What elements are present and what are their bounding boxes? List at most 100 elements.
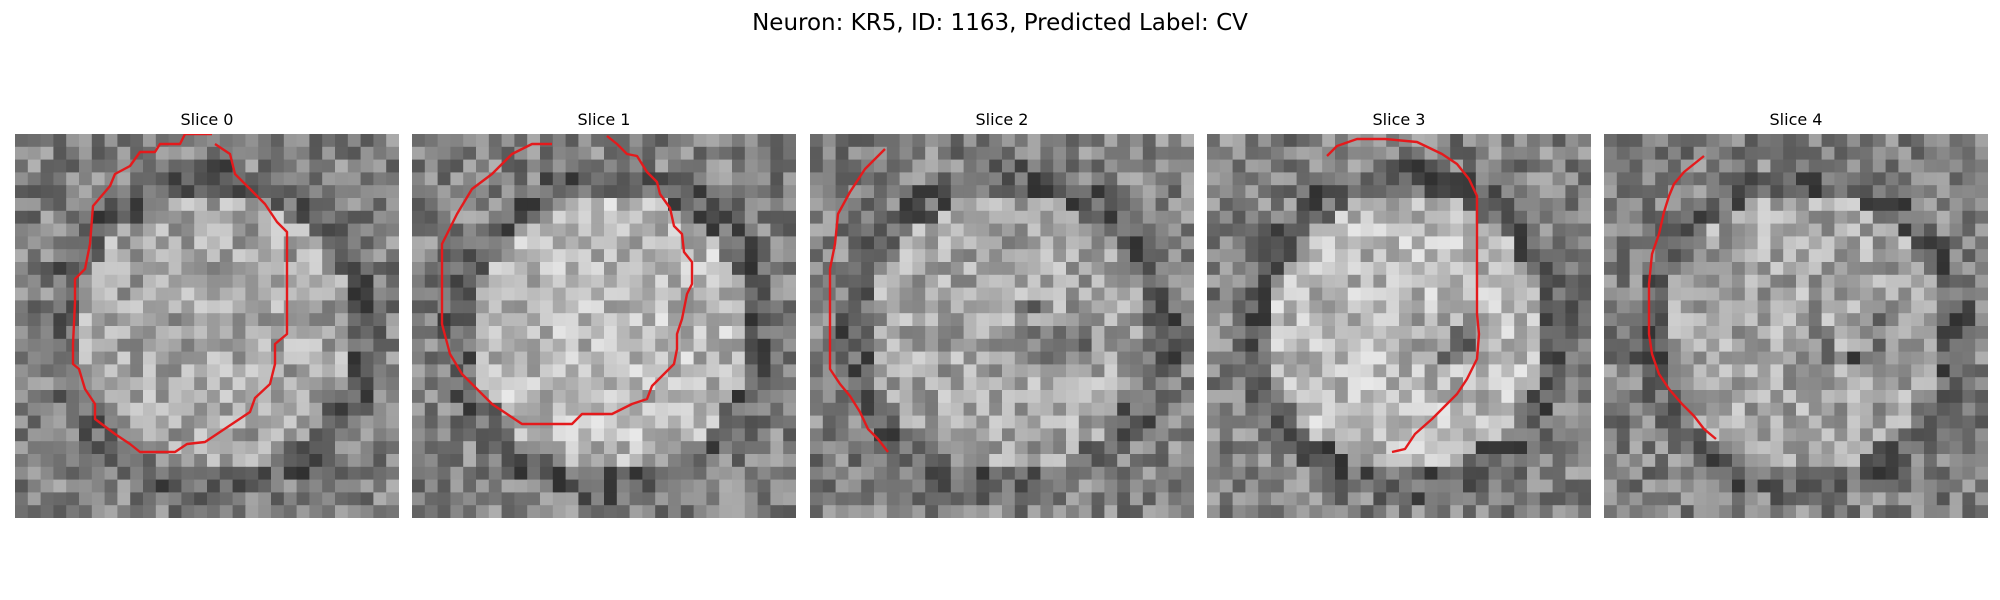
- pixel-cell: [1949, 338, 1963, 353]
- pixel-cell: [424, 185, 439, 199]
- pixel-cell: [194, 441, 208, 455]
- pixel-cell: [373, 159, 387, 173]
- pixel-cell: [1437, 364, 1451, 378]
- pixel-cell: [540, 402, 554, 417]
- pixel-cell: [514, 492, 528, 506]
- pixel-cell: [1399, 198, 1413, 212]
- slice-image: [810, 134, 1194, 518]
- pixel-cell: [1309, 402, 1323, 417]
- pixel-cell: [706, 390, 720, 404]
- pixel-cell: [591, 198, 605, 212]
- pixel-cell: [552, 428, 567, 442]
- pixel-cell: [1411, 505, 1426, 518]
- pixel-cell: [655, 428, 669, 442]
- pixel-cell: [130, 262, 144, 276]
- pixel-cell: [1885, 198, 1899, 212]
- pixel-cell: [1706, 287, 1720, 301]
- pixel-cell: [296, 351, 310, 365]
- pixel-cell: [1014, 172, 1029, 186]
- pixel-cell: [1168, 300, 1182, 314]
- pixel-cell: [527, 505, 541, 518]
- pixel-cell: [1347, 454, 1362, 468]
- pixel-cell: [552, 262, 567, 276]
- pixel-cell: [1552, 210, 1566, 225]
- pixel-cell: [1322, 454, 1336, 468]
- pixel-cell: [488, 300, 503, 314]
- pixel-cell: [861, 364, 875, 378]
- pixel-cell: [271, 466, 285, 481]
- pixel-cell: [757, 198, 771, 212]
- pixel-cell: [1014, 390, 1029, 404]
- pixel-cell: [1936, 492, 1951, 506]
- pixel-cell: [360, 402, 374, 417]
- pixel-cell: [1104, 274, 1118, 289]
- pixel-cell: [66, 313, 80, 327]
- pixel-cell: [322, 338, 336, 353]
- pixel-cell: [1872, 441, 1887, 455]
- pixel-cell: [1949, 377, 1963, 391]
- pixel-cell: [1258, 159, 1272, 173]
- pixel-cell: [976, 134, 990, 148]
- pixel-cell: [693, 390, 707, 404]
- pixel-cell: [1271, 300, 1285, 314]
- pixel-cell: [1936, 313, 1951, 327]
- pixel-cell: [1155, 287, 1169, 301]
- pixel-cell: [155, 313, 170, 327]
- pixel-cell: [1091, 198, 1105, 212]
- pixel-cell: [1360, 351, 1374, 365]
- pixel-cell: [540, 326, 554, 340]
- pixel-cell: [1271, 210, 1285, 225]
- pixel-cell: [1360, 146, 1374, 161]
- pixel-cell: [1078, 249, 1093, 263]
- pixel-cell: [1514, 159, 1528, 173]
- pixel-cell: [719, 338, 733, 353]
- pixel-cell: [66, 134, 80, 148]
- pixel-cell: [1322, 479, 1336, 493]
- pixel-cell: [770, 402, 784, 417]
- pixel-cell: [476, 466, 490, 481]
- pixel-cell: [527, 364, 541, 378]
- pixel-cell: [1668, 198, 1682, 212]
- pixel-cell: [527, 479, 541, 493]
- pixel-cell: [1949, 185, 1963, 199]
- pixel-cell: [66, 146, 80, 161]
- pixel-cell: [874, 466, 888, 481]
- pixel-cell: [258, 454, 272, 468]
- pixel-cell: [347, 466, 362, 481]
- pixel-cell: [848, 415, 862, 429]
- pixel-cell: [1053, 300, 1067, 314]
- pixel-cell: [1296, 377, 1310, 391]
- pixel-cell: [1885, 274, 1899, 289]
- pixel-cell: [1527, 364, 1541, 378]
- pixel-cell: [1463, 454, 1477, 468]
- pixel-cell: [1847, 454, 1861, 468]
- pixel-cell: [1629, 505, 1643, 518]
- pixel-cell: [1975, 159, 1988, 173]
- pixel-cell: [1668, 146, 1682, 161]
- pixel-cell: [989, 146, 1003, 161]
- pixel-cell: [271, 505, 285, 518]
- pixel-cell: [719, 402, 733, 417]
- pixel-cell: [1783, 236, 1797, 250]
- pixel-cell: [950, 364, 965, 378]
- pixel-cell: [1258, 210, 1272, 225]
- pixel-cell: [194, 300, 208, 314]
- pixel-cell: [1373, 402, 1387, 417]
- pixel-cell: [1283, 287, 1298, 301]
- pixel-cell: [604, 146, 618, 161]
- pixel-cell: [989, 185, 1003, 199]
- pixel-cell: [335, 287, 349, 301]
- pixel-cell: [835, 236, 849, 250]
- pixel-cell: [1373, 390, 1387, 404]
- pixel-cell: [1744, 146, 1759, 161]
- pixel-cell: [1347, 364, 1362, 378]
- pixel-cell: [1437, 236, 1451, 250]
- pixel-cell: [719, 377, 733, 391]
- pixel-cell: [1834, 249, 1848, 263]
- pixel-cell: [1450, 262, 1464, 276]
- pixel-cell: [1514, 172, 1528, 186]
- pixel-cell: [963, 287, 977, 301]
- pixel-cell: [501, 262, 515, 276]
- pixel-cell: [1027, 134, 1041, 148]
- pixel-cell: [373, 441, 387, 455]
